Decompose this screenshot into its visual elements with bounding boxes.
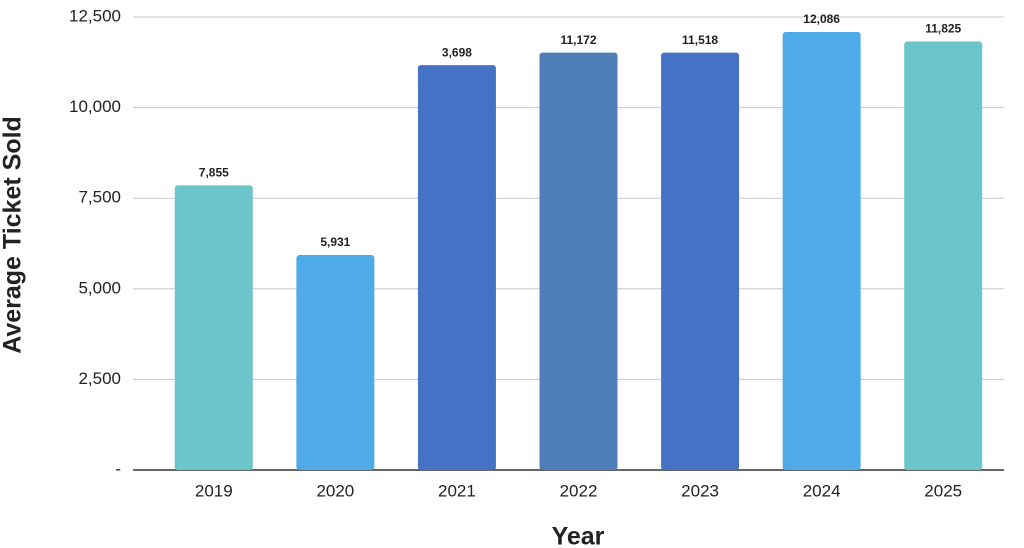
x-tick-label: 2021 <box>438 481 476 500</box>
x-tick-label: 2023 <box>681 481 719 500</box>
bar <box>417 65 496 471</box>
x-axis-title: Year <box>552 523 605 548</box>
bar-annotation: 11,518 <box>682 33 718 47</box>
y-axis-title: Average Ticket Sold <box>0 116 27 354</box>
y-tick-label: 7,500 <box>78 188 121 207</box>
bar-annotation: 12,086 <box>803 12 840 26</box>
bar <box>174 185 253 471</box>
y-tick-label: 10,000 <box>69 97 121 116</box>
bar-annotation: 11,172 <box>560 33 596 47</box>
x-tick-label: 2019 <box>195 481 233 500</box>
x-tick-label: 2024 <box>803 481 841 500</box>
bar <box>904 41 983 470</box>
y-tick-label: 2,500 <box>78 369 121 388</box>
bar-annotation: 3,698 <box>442 45 472 59</box>
y-tick-label: 5,000 <box>78 278 121 297</box>
bar-annotation: 11,825 <box>925 22 961 36</box>
x-tick-label: 2022 <box>560 481 598 500</box>
y-tick-label: 12,500 <box>69 6 121 25</box>
x-tick-label: 2025 <box>924 481 962 500</box>
bar <box>539 52 618 471</box>
x-tick-label: 2020 <box>316 481 354 500</box>
bar-annotation: 7,855 <box>199 166 229 180</box>
y-tick-label: - <box>115 459 121 478</box>
bar-annotation: 5,931 <box>320 235 350 249</box>
bar <box>296 255 375 470</box>
bar <box>661 52 740 471</box>
bar <box>782 32 861 471</box>
